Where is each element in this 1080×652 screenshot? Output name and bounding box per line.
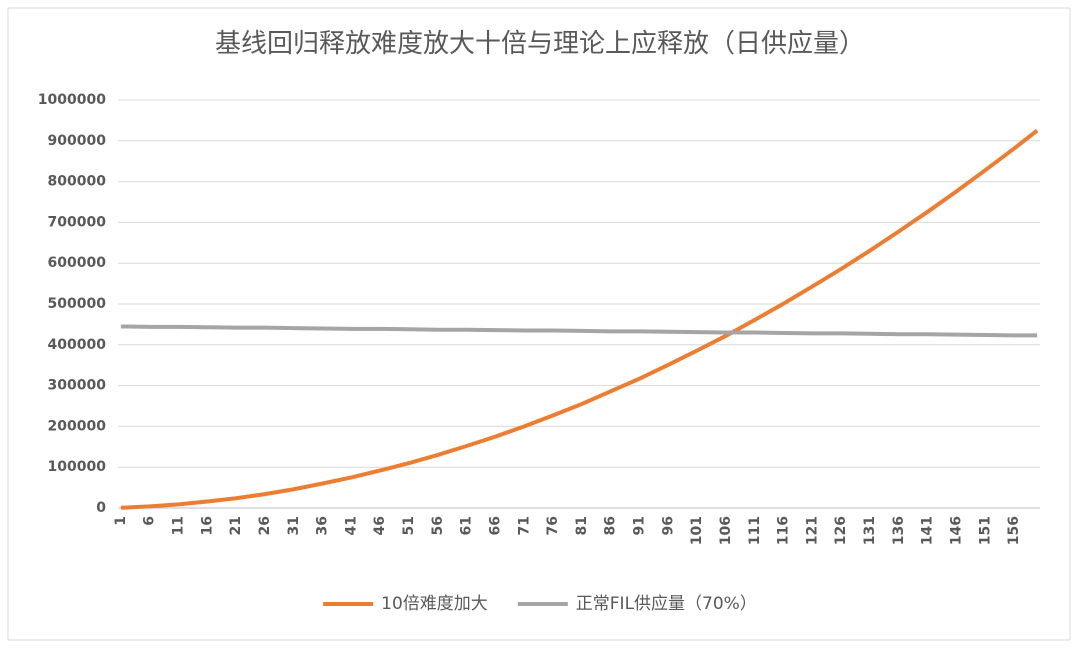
chart-frame [7,7,1071,641]
x-tick-label: 21 [228,516,244,535]
x-tick-label: 56 [430,516,446,535]
y-tick-label: 0 [96,500,106,516]
x-tick-label: 76 [545,516,561,535]
x-tick-label: 6 [142,516,158,526]
data-line [120,324,1038,338]
y-tick-label: 300000 [48,378,107,394]
y-tick-label: 700000 [48,214,107,230]
x-tick-label: 66 [487,516,503,535]
x-tick-label: 141 [920,516,936,545]
y-tick-label: 100000 [48,459,107,475]
x-tick-label: 41 [343,516,359,535]
y-tick-label: 1000000 [38,92,106,108]
x-tick-label: 81 [574,516,590,535]
x-tick-label: 96 [660,516,676,535]
y-tick-label: 500000 [48,296,107,312]
x-tick-label: 61 [459,516,475,535]
x-tick-label: 121 [804,516,820,545]
x-tick-label: 31 [286,516,302,535]
x-tick-label: 91 [632,516,648,535]
x-tick-label: 26 [257,516,273,535]
x-tick-label: 46 [372,516,388,535]
x-tick-label: 136 [891,516,907,545]
chart-title: 基线回归释放难度放大十倍与理论上应释放（日供应量） [215,29,865,59]
y-tick-label: 200000 [48,418,107,434]
x-tick-label: 131 [862,516,878,545]
x-tick-label: 1 [113,516,129,526]
x-tick-label: 51 [401,516,417,535]
x-tick-label: 126 [833,516,849,545]
x-tick-label: 146 [948,516,964,545]
x-tick-label: 86 [603,516,619,535]
data-line [120,129,1039,510]
x-tick-label: 71 [516,516,532,535]
x-tick-label: 151 [977,516,993,545]
y-tick-label: 600000 [48,255,107,271]
x-tick-label: 116 [776,516,792,545]
x-tick-label: 101 [689,516,705,545]
y-tick-label: 400000 [48,337,107,353]
y-tick-label: 800000 [48,174,107,190]
x-tick-label: 16 [199,516,215,535]
x-tick-label: 111 [747,516,763,545]
x-tick-label: 106 [718,516,734,545]
x-tick-label: 11 [171,516,187,535]
x-tick-label: 36 [315,516,331,535]
x-tick-label: 156 [1006,516,1022,545]
legend-label: 10倍难度加大 [381,594,488,614]
y-tick-label: 900000 [48,133,107,149]
legend-label: 正常FIL供应量（70%） [576,594,757,614]
